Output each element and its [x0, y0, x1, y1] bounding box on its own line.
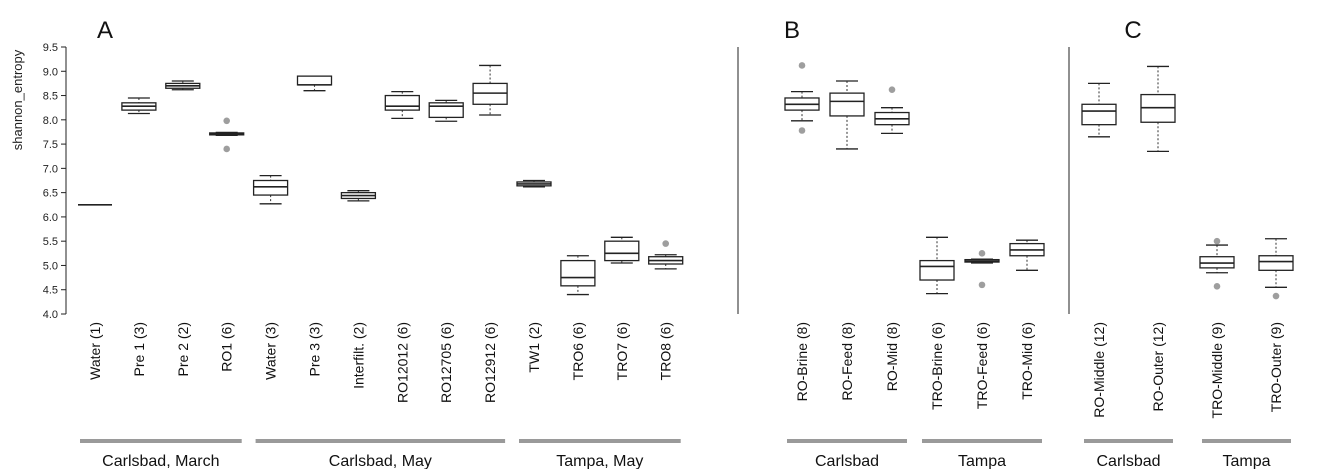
y-tick-label: 9.0 [43, 66, 58, 78]
x-tick-label: RO1 (6) [219, 322, 235, 372]
y-tick-label: 6.5 [43, 188, 58, 200]
box-iqr [252, 179, 289, 196]
x-tick-label: TRO-Feed (6) [974, 322, 990, 409]
x-tick-label: Pre 2 (2) [175, 322, 191, 376]
group-label: Carlsbad [815, 453, 879, 469]
group-label: Carlsbad, March [102, 453, 219, 469]
x-tick-label: TRO8 (6) [658, 322, 674, 380]
x-tick-label: TW1 (2) [526, 322, 542, 373]
x-tick-label: TRO7 (6) [614, 322, 630, 380]
outlier-point [798, 62, 806, 69]
x-tick-label: Water (1) [87, 322, 103, 380]
x-tick-label: TRO-Middle (9) [1209, 322, 1225, 418]
y-axis-label: shannon_entropy [10, 49, 25, 150]
box-0-5 [296, 75, 333, 92]
box-1-3 [919, 236, 955, 295]
x-tick-label: RO-Middle (12) [1091, 322, 1107, 418]
x-tick-label: RO12012 (6) [394, 322, 410, 403]
outlier-point [978, 250, 986, 257]
group-label: Tampa, May [556, 453, 643, 469]
outlier-point [1213, 237, 1221, 245]
x-tick-label: TRO-Brine (6) [929, 322, 945, 410]
outlier-point [223, 145, 230, 153]
box-1-4 [964, 250, 1000, 289]
y-tick-label: 9.5 [43, 42, 58, 54]
group-label: Tampa [1222, 453, 1270, 469]
panel-letter-c: C [1124, 17, 1141, 44]
group-label: Carlsbad, May [329, 453, 432, 469]
box-0-12 [604, 236, 640, 264]
group-label: Carlsbad [1096, 453, 1160, 469]
x-tick-label: TRO-Mid (6) [1019, 322, 1035, 400]
y-tick-label: 4.0 [43, 309, 58, 321]
box-iqr [1258, 255, 1294, 271]
outlier-point [662, 240, 669, 247]
y-tick-label: 6.0 [43, 212, 58, 224]
x-tick-label: RO-Outer (12) [1150, 322, 1166, 411]
box-1-2 [874, 86, 910, 135]
box-0-6 [340, 190, 377, 202]
box-0-9 [472, 64, 508, 116]
x-tick-label: RO12705 (6) [438, 322, 454, 403]
box-0-2 [165, 80, 201, 91]
x-tick-label: TRO-Outer (9) [1268, 322, 1284, 412]
box-2-2 [1199, 237, 1235, 290]
box-2-0 [1081, 82, 1117, 138]
y-tick-label: 8.0 [43, 115, 58, 127]
x-tick-label: RO-Feed (8) [839, 322, 855, 401]
box-0-4 [252, 174, 289, 205]
y-tick-label: 5.5 [43, 236, 58, 248]
x-tick-label: Water (3) [263, 322, 279, 380]
outlier-point [978, 281, 986, 289]
box-iqr [560, 259, 596, 287]
box-iqr [384, 94, 420, 111]
panel-letter-b: B [784, 17, 800, 44]
outlier-point [223, 117, 230, 125]
box-0-1 [121, 97, 157, 115]
box-2-1 [1140, 65, 1176, 153]
group-label: Tampa [958, 453, 1006, 469]
box-2-3 [1258, 238, 1294, 300]
box-1-0 [784, 62, 820, 134]
x-tick-label: RO-Mid (8) [884, 322, 900, 391]
box-iqr [428, 102, 464, 119]
box-iqr [919, 259, 955, 281]
box-0-10 [516, 179, 552, 188]
x-tick-label: TRO6 (6) [570, 322, 586, 380]
box-iqr [1081, 103, 1117, 126]
outlier-point [798, 127, 806, 134]
panel-letter-a: A [97, 17, 113, 44]
outlier-point [1272, 292, 1280, 300]
y-tick-label: 5.0 [43, 260, 58, 272]
box-0-11 [560, 255, 596, 296]
box-iqr [604, 240, 640, 262]
box-0-8 [428, 99, 464, 122]
x-tick-label: Pre 3 (3) [307, 322, 323, 376]
y-tick-label: 7.0 [43, 163, 58, 175]
box-0-13 [648, 240, 684, 270]
outlier-point [1213, 283, 1221, 290]
box-0-3 [209, 117, 245, 153]
box-1-5 [1009, 239, 1045, 271]
outlier-point [888, 86, 896, 94]
x-tick-label: Interfilt. (2) [350, 322, 366, 389]
x-tick-label: RO-Brine (8) [794, 322, 810, 401]
x-tick-label: RO12912 (6) [482, 322, 498, 403]
y-tick-label: 4.5 [43, 285, 58, 297]
box-iqr [829, 92, 865, 117]
box-iqr [296, 75, 333, 86]
y-tick-label: 7.5 [43, 139, 58, 151]
y-tick-label: 8.5 [43, 91, 58, 103]
box-0-7 [384, 91, 420, 120]
box-1-1 [829, 80, 865, 150]
x-tick-label: Pre 1 (3) [131, 322, 147, 376]
